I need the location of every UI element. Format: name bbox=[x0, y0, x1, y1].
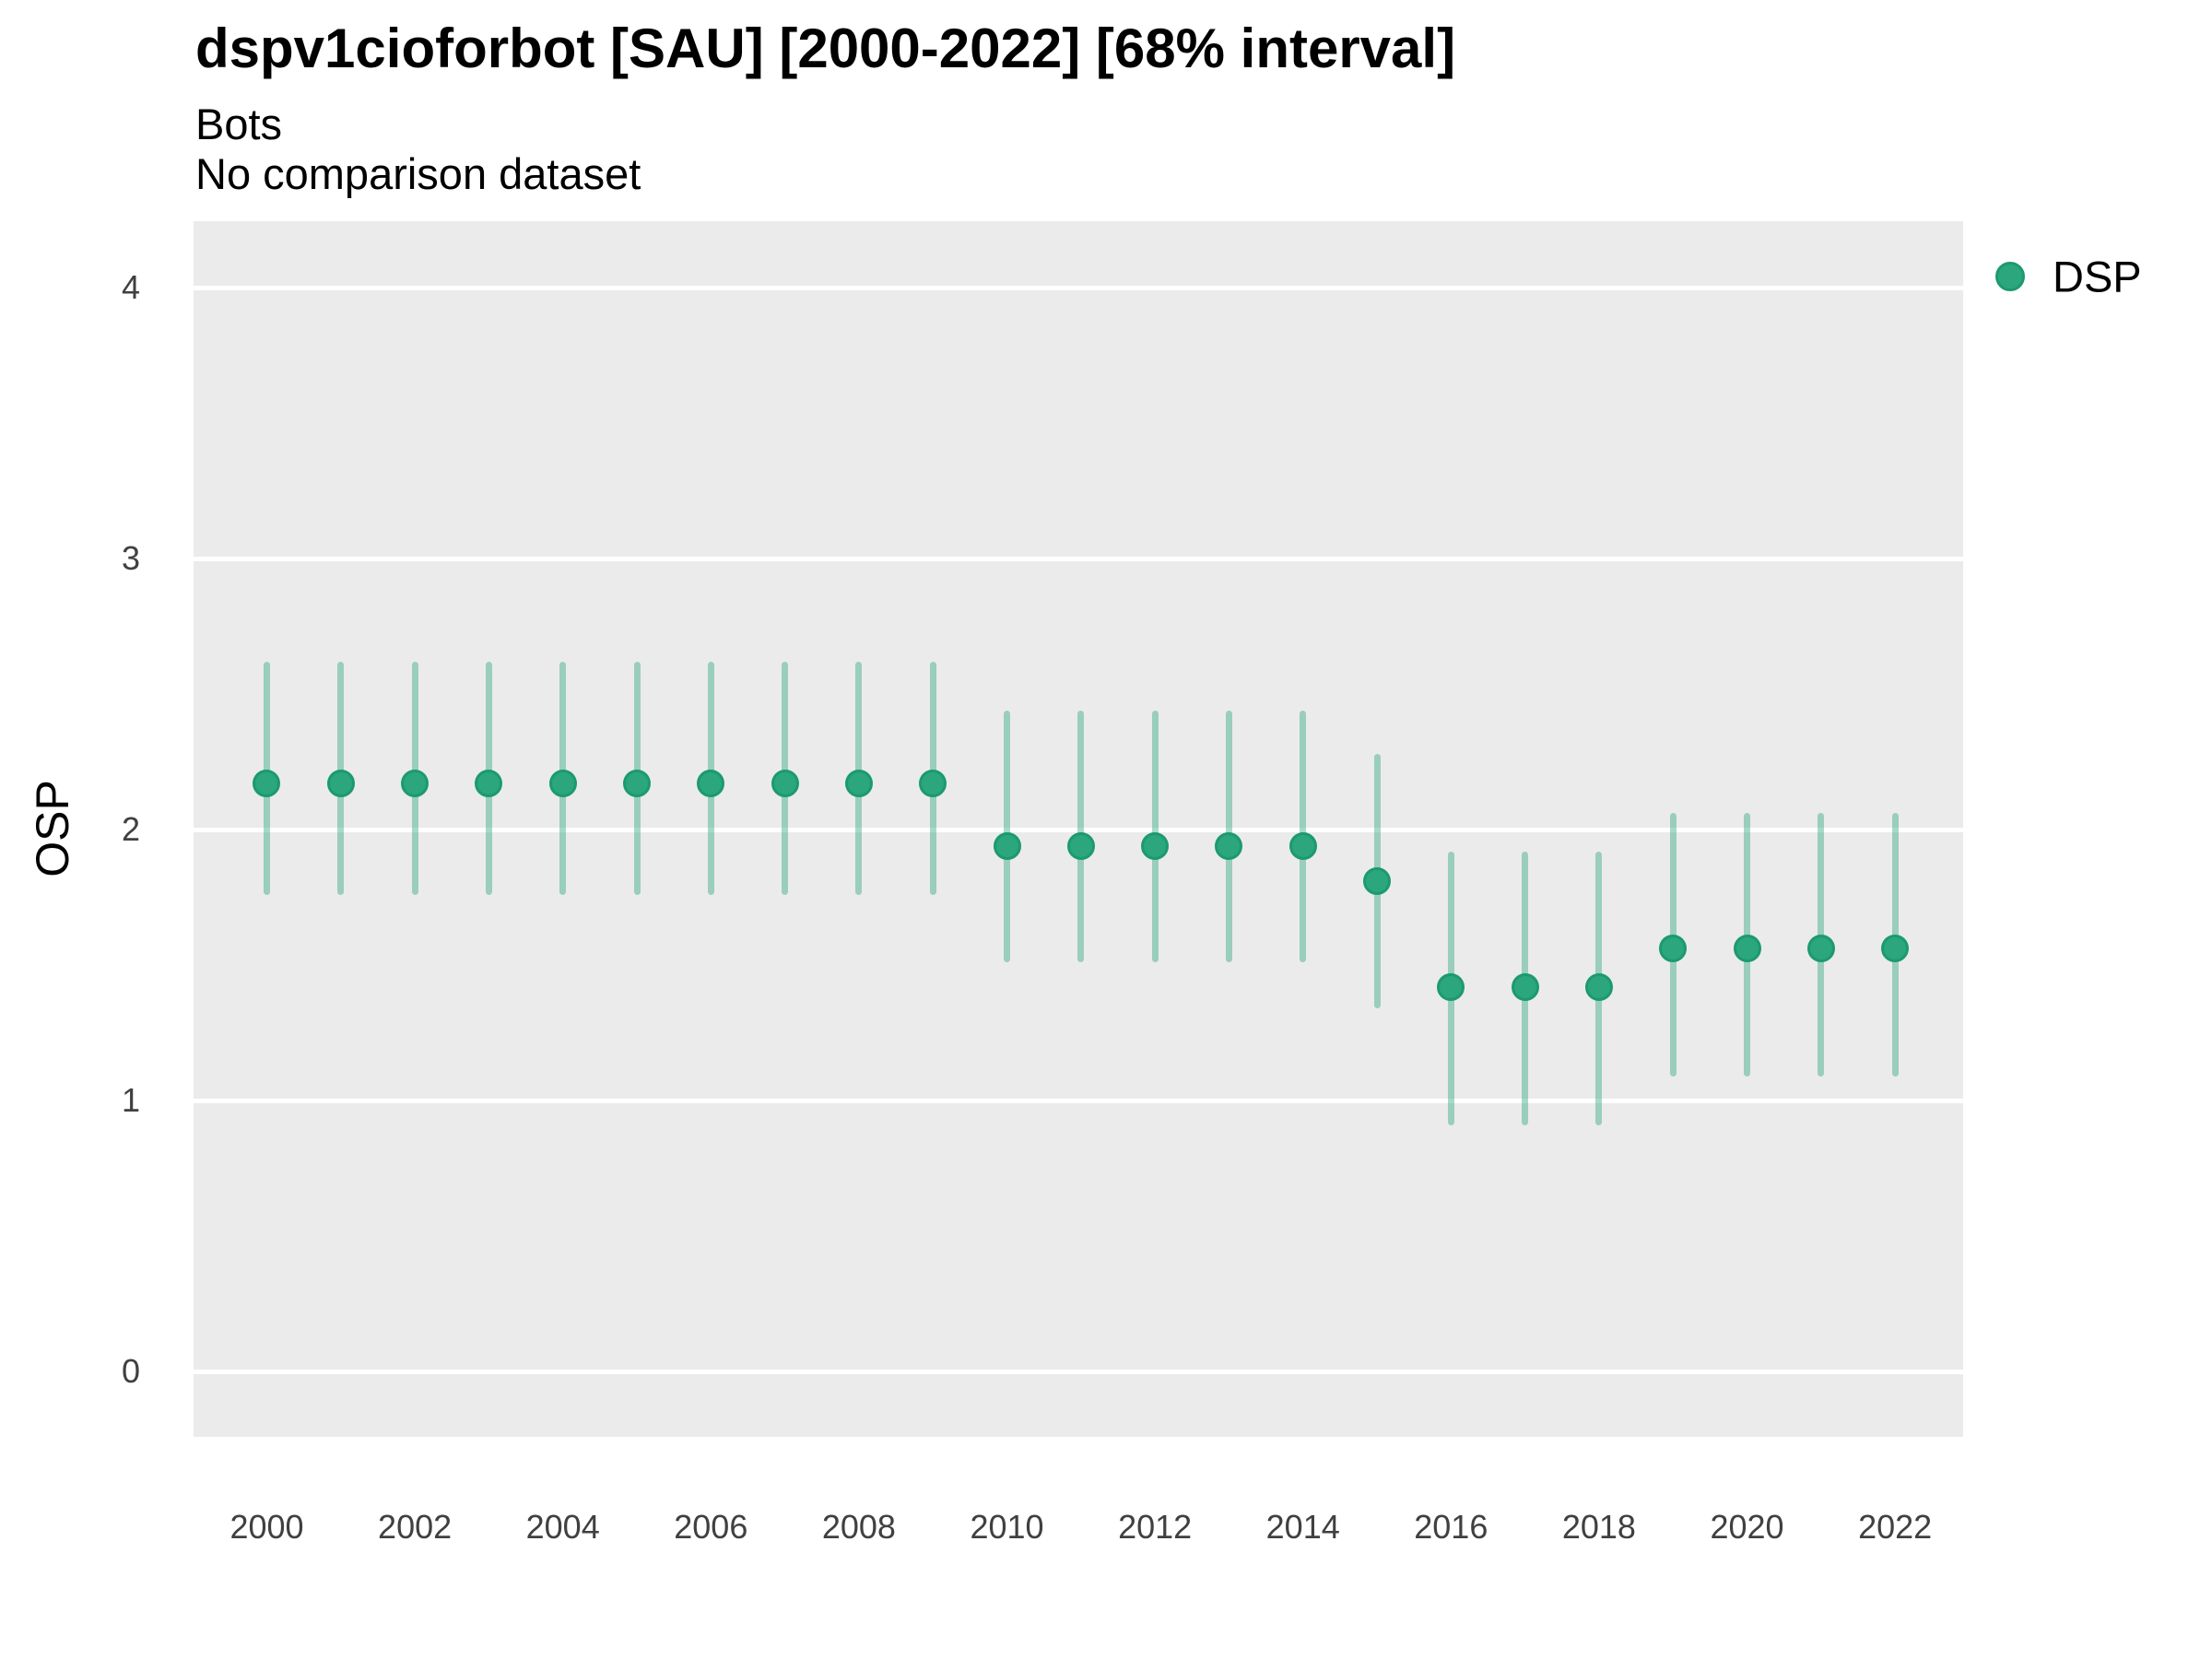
x-tick-label-2022: 2022 bbox=[1858, 1508, 1933, 1546]
gridline-y-0 bbox=[194, 1369, 1963, 1374]
gridline-y-3 bbox=[194, 556, 1963, 561]
data-point-2022 bbox=[1881, 935, 1910, 963]
data-point-2010 bbox=[993, 831, 1021, 860]
data-point-2011 bbox=[1066, 831, 1095, 860]
y-tick-label-2: 2 bbox=[121, 810, 140, 849]
data-point-2008 bbox=[844, 770, 873, 798]
chart-subtitle: Bots bbox=[195, 100, 283, 148]
data-point-2015 bbox=[1363, 866, 1391, 895]
data-point-2017 bbox=[1511, 972, 1539, 1001]
data-point-2003 bbox=[475, 770, 503, 798]
gridline-y-2 bbox=[194, 827, 1963, 832]
y-tick-label-1: 1 bbox=[121, 1081, 140, 1120]
x-tick-label-2018: 2018 bbox=[1561, 1508, 1636, 1546]
data-point-2021 bbox=[1806, 935, 1835, 963]
data-point-2018 bbox=[1584, 972, 1613, 1001]
data-point-2007 bbox=[771, 770, 799, 798]
chart-caption: No comparison dataset bbox=[195, 149, 641, 198]
x-tick-label-2000: 2000 bbox=[229, 1508, 304, 1546]
data-point-2019 bbox=[1659, 935, 1688, 963]
legend-point-icon bbox=[1995, 262, 2025, 291]
gridline-y-1 bbox=[194, 1098, 1963, 1103]
chart-title: dspv1cioforbot [SAU] [2000-2022] [68% in… bbox=[195, 18, 1456, 79]
data-point-2001 bbox=[326, 770, 355, 798]
x-tick-label-2012: 2012 bbox=[1118, 1508, 1193, 1546]
x-tick-label-2014: 2014 bbox=[1265, 1508, 1340, 1546]
x-tick-label-2008: 2008 bbox=[821, 1508, 896, 1546]
x-tick-label-2010: 2010 bbox=[970, 1508, 1044, 1546]
data-point-2016 bbox=[1437, 972, 1465, 1001]
x-tick-label-2002: 2002 bbox=[378, 1508, 453, 1546]
plot-panel bbox=[194, 221, 1963, 1437]
data-point-2020 bbox=[1733, 935, 1761, 963]
gridline-y-4 bbox=[194, 285, 1963, 290]
data-point-2004 bbox=[548, 770, 577, 798]
x-tick-label-2006: 2006 bbox=[674, 1508, 748, 1546]
x-tick-label-2020: 2020 bbox=[1710, 1508, 1784, 1546]
legend-label: DSP bbox=[2053, 252, 2142, 301]
data-point-2014 bbox=[1288, 831, 1317, 860]
data-point-2006 bbox=[697, 770, 725, 798]
x-tick-label-2016: 2016 bbox=[1414, 1508, 1488, 1546]
data-point-2013 bbox=[1215, 831, 1243, 860]
data-point-2002 bbox=[401, 770, 429, 798]
data-point-2009 bbox=[919, 770, 947, 798]
y-tick-label-0: 0 bbox=[121, 1352, 140, 1391]
data-point-2000 bbox=[253, 770, 281, 798]
data-point-2012 bbox=[1141, 831, 1170, 860]
y-tick-label-4: 4 bbox=[121, 268, 140, 307]
data-point-2005 bbox=[623, 770, 651, 798]
x-tick-label-2004: 2004 bbox=[525, 1508, 600, 1546]
y-tick-label-3: 3 bbox=[121, 539, 140, 578]
